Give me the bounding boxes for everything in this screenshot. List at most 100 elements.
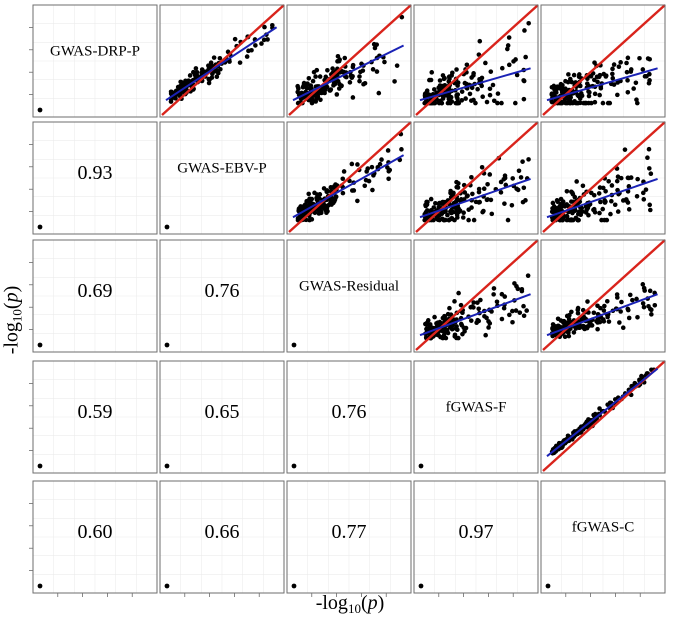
scatter-point <box>470 191 475 197</box>
panel-border <box>286 360 412 474</box>
scatter-point <box>456 206 461 212</box>
scatter-point <box>596 191 602 196</box>
scatter-point <box>371 173 376 178</box>
panel-r4-c5 <box>540 360 666 474</box>
scatter-point <box>567 217 572 223</box>
scatter-point <box>218 66 223 72</box>
panel-r1-c3 <box>286 4 412 118</box>
scatter-point <box>598 199 603 205</box>
panel-r2-c2: GWAS-EBV-P <box>159 121 285 235</box>
scatter-point <box>449 210 454 216</box>
scatter-point <box>428 208 434 213</box>
panel-r5-c1: 0.60 <box>29 480 158 597</box>
scatter-point <box>265 37 270 42</box>
correlation-value: 0.66 <box>205 521 240 543</box>
variable-label: GWAS-Residual <box>299 278 399 294</box>
scatter-point <box>469 85 475 91</box>
scatter-point <box>600 100 606 106</box>
scatter-point <box>626 315 632 321</box>
scatter-point <box>259 41 264 46</box>
reference-line <box>542 4 666 116</box>
scatter-point <box>447 305 452 311</box>
reference-line <box>415 121 539 233</box>
scatter-point <box>609 198 614 204</box>
scatter-point <box>481 186 487 192</box>
scatter-point <box>564 213 570 219</box>
correlation-value: 0.97 <box>459 521 494 543</box>
scatter-point <box>341 69 346 75</box>
scatter-point <box>594 74 600 80</box>
scatter-point <box>208 60 214 66</box>
panel-r3-c2: 0.76 <box>159 239 285 353</box>
scatter-point <box>604 298 610 304</box>
scatter-point <box>625 78 630 83</box>
scatter-point <box>607 100 613 106</box>
scatter-point <box>576 325 582 331</box>
scatter-point <box>624 60 629 66</box>
scatter-point <box>525 273 531 278</box>
scatter-point <box>520 159 525 164</box>
scatter-point <box>433 200 438 206</box>
scatter-point <box>454 67 459 72</box>
scatter-point <box>459 98 465 103</box>
scatter-point <box>456 335 461 341</box>
scatter-point <box>253 43 258 48</box>
scatter-point <box>316 211 322 216</box>
scatter-point <box>377 161 383 167</box>
scatter-point <box>466 207 472 212</box>
scatter-point <box>597 210 602 216</box>
scatter-point <box>641 285 647 291</box>
scatter-point <box>449 326 455 332</box>
origin-point <box>545 583 551 589</box>
scatter-point <box>566 72 571 77</box>
scatter-point <box>471 73 476 78</box>
origin-point <box>37 463 43 469</box>
scatter-point <box>589 190 594 196</box>
scatter-point <box>376 90 382 96</box>
scatter-point <box>469 174 474 180</box>
scatter-point <box>481 208 486 214</box>
scatter-point <box>513 308 519 313</box>
variable-label: GWAS-EBV-P <box>177 160 266 176</box>
scatter-point <box>306 75 312 81</box>
variable-label: GWAS-DRP-P <box>50 43 140 59</box>
scatter-point <box>647 207 653 213</box>
scatter-point <box>600 206 606 212</box>
scatter-point <box>473 100 478 106</box>
scatter-point <box>575 217 580 223</box>
scatter-point <box>432 314 437 320</box>
scatter-point <box>484 197 490 203</box>
panel-r2-c1: 0.93 <box>29 121 158 235</box>
scatter-point <box>610 66 615 72</box>
scatter-point <box>435 321 441 327</box>
scatter-point <box>521 78 526 83</box>
scatter-point <box>555 84 560 89</box>
scatter-point <box>640 190 646 196</box>
scatter-point <box>506 35 512 40</box>
scatter-point <box>647 202 653 208</box>
scatter-point <box>442 314 448 320</box>
scatter-point <box>606 179 611 184</box>
scatter-point <box>567 312 572 318</box>
scatter-point <box>491 292 496 297</box>
scatter-point <box>318 97 323 103</box>
scatter-point <box>570 190 575 196</box>
scatter-point <box>477 199 482 205</box>
reference-line <box>542 239 666 351</box>
scatter-point <box>323 74 329 80</box>
scatter-point <box>610 71 615 77</box>
origin-point <box>164 224 170 230</box>
scatter-point <box>521 185 527 191</box>
scatter-point <box>301 83 306 88</box>
scatter-point <box>571 72 577 78</box>
panel-r1-c2 <box>159 4 285 118</box>
scatter-point <box>643 187 649 192</box>
scatter-point <box>626 207 632 212</box>
scatter-point <box>307 201 312 206</box>
panel-r5-c3: 0.77 <box>286 480 412 597</box>
scatter-point <box>456 290 461 296</box>
scatter-point <box>177 84 183 89</box>
scatter-point <box>518 175 524 180</box>
scatter-point <box>647 78 652 83</box>
